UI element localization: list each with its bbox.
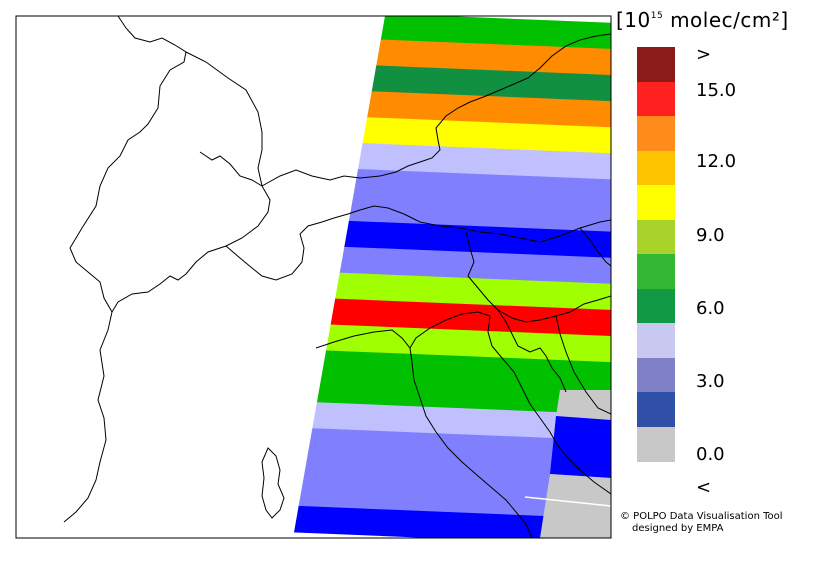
border-france-germany	[185, 51, 263, 187]
legend-tick-label: >	[696, 44, 712, 65]
coast-tyrrhenian	[409, 347, 533, 538]
legend-swatch-10	[637, 357, 675, 393]
legend-swatch-5	[637, 185, 675, 220]
swath-band-18	[293, 451, 611, 495]
legend-tick-label: <	[696, 477, 712, 498]
legend-swatch-12	[637, 426, 675, 462]
legend-tick-label: 15.0	[696, 80, 737, 101]
coast-istria	[497, 309, 567, 393]
satellite-swath	[293, 16, 611, 538]
border-east-top	[579, 227, 611, 267]
legend-swatch-6	[637, 219, 675, 255]
border-alps-east	[403, 213, 611, 243]
border-switzerland-italy	[225, 205, 405, 281]
swath-band-10	[293, 242, 611, 286]
legend-tick-label: 9.0	[696, 225, 725, 246]
legend-swatch-11	[637, 392, 675, 427]
border-croatia-inner	[555, 315, 611, 415]
swath-band-12	[293, 295, 611, 338]
swath-band-16	[293, 399, 611, 443]
swath-band-17	[293, 425, 611, 469]
legend-swatch-2	[637, 81, 675, 117]
swath-band-11	[293, 269, 611, 312]
border-jura	[199, 151, 263, 187]
legend-swatch-9	[637, 323, 675, 358]
legend-unit-title: [1015 molec/cm²]	[616, 8, 789, 32]
border-italy-slovenia	[465, 231, 499, 311]
country-borders	[63, 16, 611, 538]
legend-tick-label: 3.0	[696, 371, 725, 392]
pixel-gap-line	[524, 496, 611, 507]
legend-swatch-4	[637, 150, 675, 186]
border-switzerland-north	[261, 169, 381, 187]
swath-band-13	[293, 321, 611, 364]
border-switzerland-loop	[111, 185, 271, 313]
legend-swatch-8	[637, 288, 675, 324]
border-france-west	[63, 16, 187, 523]
gray-pixel-2	[540, 474, 611, 538]
border-austria-germany	[379, 33, 611, 177]
coast-corsica	[261, 447, 285, 519]
swath-band-14	[293, 347, 611, 390]
swath-band-19	[293, 477, 611, 521]
coast-adriatic	[487, 315, 611, 495]
legend-swatch-1	[637, 47, 675, 82]
credit-line-1: © POLPO Data Visualisation Tool	[620, 511, 783, 522]
map-frame	[15, 15, 612, 539]
swath-side-pixels	[524, 390, 611, 538]
swath-band-15	[293, 373, 611, 417]
gray-pixel-1	[556, 390, 611, 420]
credit-line-2: designed by EMPA	[632, 523, 724, 534]
legend-swatch-7	[637, 254, 675, 289]
legend-tick-label: 12.0	[696, 151, 737, 172]
legend-tick-label: 0.0	[696, 444, 725, 465]
legend-tick-label: 6.0	[696, 298, 725, 319]
legend-swatch-3	[637, 116, 675, 151]
blue-pixel-1	[550, 416, 611, 478]
